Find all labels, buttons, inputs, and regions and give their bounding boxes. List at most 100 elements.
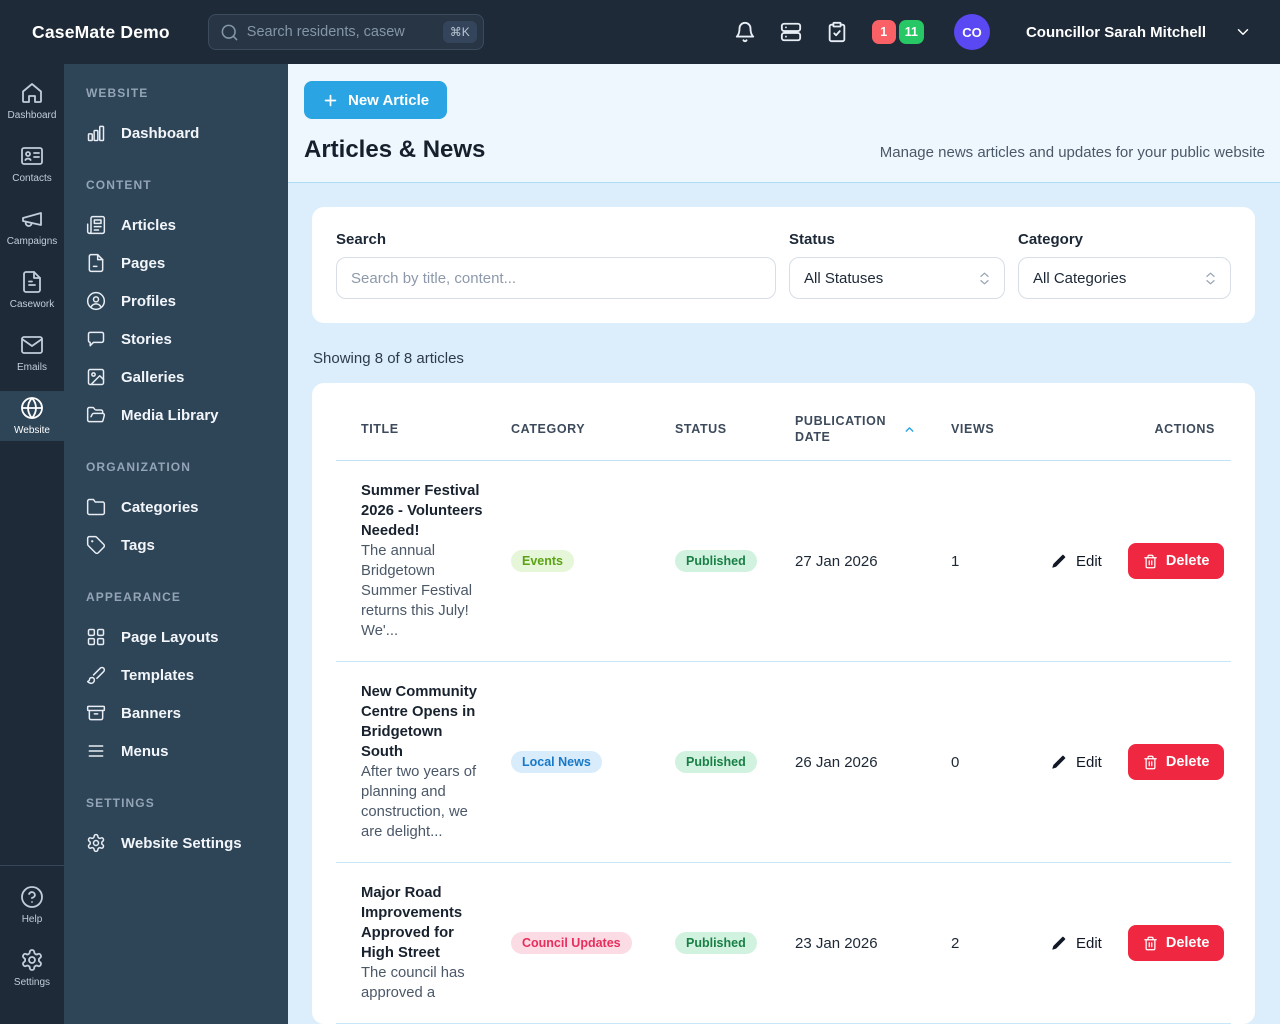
column-header-title[interactable]: TITLE [361, 422, 399, 436]
delete-label: Delete [1165, 754, 1210, 770]
rail-item-website[interactable]: Website [0, 391, 64, 441]
global-search-input[interactable] [246, 24, 435, 40]
rail-item-contacts[interactable]: Contacts [0, 139, 64, 189]
delete-button[interactable]: Delete [1127, 925, 1225, 961]
notifications-button[interactable] [734, 21, 756, 43]
sidebar-item-label: Website Settings [121, 834, 242, 852]
column-header-views[interactable]: VIEWS [951, 422, 995, 436]
delete-label: Delete [1165, 935, 1210, 951]
gear-icon [20, 948, 44, 972]
sidebar-item-label: Dashboard [121, 124, 200, 142]
category-filter-label: Category [1018, 231, 1084, 248]
column-header-category[interactable]: CATEGORY [511, 422, 586, 436]
page-content: Search Status All Statuses Category All … [288, 183, 1280, 1024]
gear-icon [86, 833, 106, 853]
table-row: Major Road Improvements Approved for Hig… [336, 863, 1231, 1024]
primary-nav-rail: Dashboard Contacts Campaigns Casework Em… [0, 64, 64, 1024]
views-count: 2 [951, 934, 960, 952]
sidebar-item-banners[interactable]: Banners [84, 694, 268, 732]
newspaper-icon [86, 215, 106, 235]
sidebar-item-categories[interactable]: Categories [84, 488, 268, 526]
article-excerpt: The council has approved a [361, 965, 465, 1001]
topbar-right: 1 11 CO Councillor Sarah Mitchell [734, 14, 1252, 50]
help-circle-icon [20, 885, 44, 909]
publication-date: 27 Jan 2026 [795, 552, 878, 570]
trash-icon [1143, 936, 1158, 951]
publication-date: 26 Jan 2026 [795, 753, 878, 771]
rail-item-help[interactable]: Help [0, 880, 64, 930]
main-panel: New Article Articles & News Manage news … [288, 64, 1280, 1024]
category-badge: Events [511, 550, 574, 572]
article-search-input[interactable] [336, 257, 776, 299]
app-brand: CaseMate Demo [32, 21, 170, 42]
sidebar-item-profiles[interactable]: Profiles [84, 282, 268, 320]
article-title: New Community Centre Opens in Bridgetown… [361, 684, 477, 760]
sidebar-item-media-library[interactable]: Media Library [84, 396, 268, 434]
results-summary: Showing 8 of 8 articles [313, 350, 464, 367]
archive-box-icon [86, 703, 106, 723]
system-status-button[interactable] [780, 21, 802, 43]
article-title: Major Road Improvements Approved for Hig… [361, 885, 463, 961]
sidebar-item-dashboard[interactable]: Dashboard [84, 114, 268, 152]
delete-button[interactable]: Delete [1127, 543, 1225, 579]
trash-icon [1143, 755, 1158, 770]
tasks-button[interactable] [826, 21, 848, 43]
sidebar-item-tags[interactable]: Tags [84, 526, 268, 564]
sidebar-item-articles[interactable]: Articles [84, 206, 268, 244]
tag-icon [86, 535, 106, 555]
rail-item-emails[interactable]: Emails [0, 328, 64, 378]
sidebar-item-label: Page Layouts [121, 628, 219, 646]
category-select[interactable]: All Categories [1018, 257, 1231, 299]
sidebar-item-label: Pages [121, 254, 166, 272]
status-badge: Published [675, 751, 757, 773]
edit-label: Edit [1076, 753, 1102, 771]
rail-item-label: Casework [9, 299, 55, 310]
status-filter-label: Status [789, 231, 835, 248]
new-article-button[interactable]: New Article [304, 81, 448, 119]
filter-card: Search Status All Statuses Category All … [312, 207, 1255, 323]
envelope-icon [20, 333, 44, 357]
search-icon [220, 23, 239, 42]
rail-item-campaigns[interactable]: Campaigns [0, 202, 64, 252]
sidebar-item-menus[interactable]: Menus [84, 732, 268, 770]
edit-button[interactable]: Edit [1051, 754, 1102, 771]
megaphone-icon [20, 207, 44, 231]
sidebar-item-stories[interactable]: Stories [84, 320, 268, 358]
sidebar-item-templates[interactable]: Templates [84, 656, 268, 694]
pencil-icon [1051, 935, 1067, 951]
page-icon [86, 253, 106, 273]
sidebar-item-website-settings[interactable]: Website Settings [84, 824, 268, 862]
user-name: Councillor Sarah Mitchell [1025, 23, 1206, 41]
urgent-count-badge[interactable]: 1 [871, 20, 896, 44]
column-header-status[interactable]: STATUS [675, 422, 727, 436]
status-select[interactable]: All Statuses [789, 257, 1005, 299]
image-icon [86, 367, 106, 387]
document-icon [20, 270, 44, 294]
edit-label: Edit [1076, 934, 1102, 952]
edit-button[interactable]: Edit [1051, 553, 1102, 570]
sidebar-item-page-layouts[interactable]: Page Layouts [84, 618, 268, 656]
sidebar-item-pages[interactable]: Pages [84, 244, 268, 282]
rail-item-label: Website [14, 425, 50, 436]
rail-item-dashboard[interactable]: Dashboard [0, 76, 64, 126]
edit-button[interactable]: Edit [1051, 935, 1102, 952]
rail-item-settings[interactable]: Settings [0, 943, 64, 993]
sidebar-item-label: Profiles [121, 292, 177, 310]
topbar: CaseMate Demo ⌘K 1 11 CO Councillor Sara… [0, 0, 1280, 64]
new-article-label: New Article [348, 91, 430, 109]
views-count: 1 [951, 552, 960, 570]
global-search[interactable]: ⌘K [207, 14, 484, 50]
page-header: New Article Articles & News Manage news … [288, 64, 1280, 183]
rail-item-casework[interactable]: Casework [0, 265, 64, 315]
table-header-row: TITLE CATEGORY STATUS PUBLICATION DATE V… [336, 383, 1231, 461]
column-header-publication-date[interactable]: PUBLICATION DATE [770, 383, 926, 460]
sidebar-item-galleries[interactable]: Galleries [84, 358, 268, 396]
rail-item-label: Help [21, 914, 43, 925]
article-excerpt: After two years of planning and construc… [361, 764, 477, 840]
delete-button[interactable]: Delete [1127, 744, 1225, 780]
open-count-badge[interactable]: 11 [898, 20, 924, 44]
table-row: New Community Centre Opens in Bridgetown… [336, 662, 1231, 863]
delete-label: Delete [1165, 553, 1210, 569]
user-menu-button[interactable] [1234, 23, 1252, 41]
avatar[interactable]: CO [953, 14, 990, 50]
